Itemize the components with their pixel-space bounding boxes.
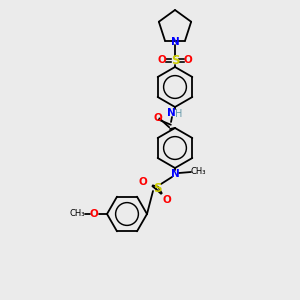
- Text: O: O: [184, 55, 192, 65]
- Text: CH₃: CH₃: [190, 167, 206, 176]
- Text: S: S: [171, 53, 179, 67]
- Text: N: N: [171, 169, 179, 179]
- Text: N: N: [167, 108, 176, 118]
- Text: O: O: [154, 113, 162, 123]
- Text: N: N: [171, 37, 179, 47]
- Text: O: O: [139, 177, 147, 187]
- Text: O: O: [90, 209, 98, 219]
- Text: O: O: [163, 195, 171, 205]
- Text: CH₃: CH₃: [69, 209, 85, 218]
- Text: S: S: [153, 182, 161, 194]
- Text: O: O: [158, 55, 166, 65]
- Text: H: H: [175, 109, 183, 119]
